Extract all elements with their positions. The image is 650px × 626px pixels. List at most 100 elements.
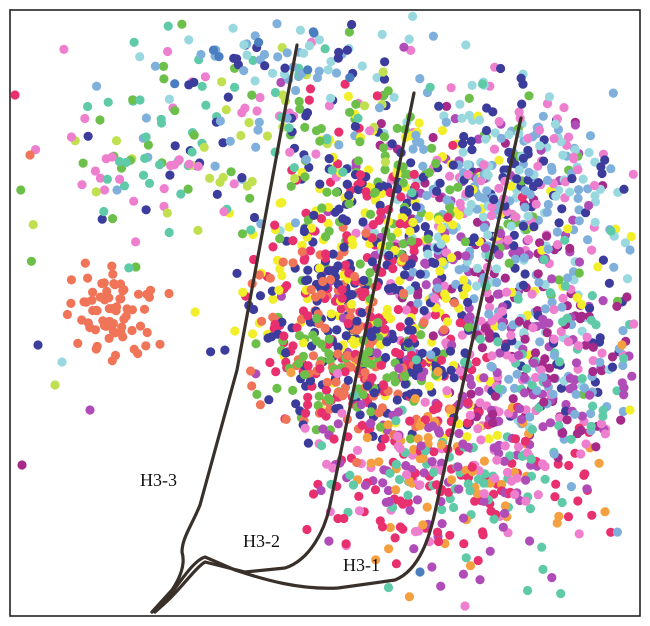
event-point bbox=[525, 536, 535, 546]
event-point bbox=[176, 189, 186, 199]
event-point bbox=[159, 74, 169, 84]
event-point bbox=[586, 408, 596, 419]
event-point bbox=[288, 258, 298, 268]
event-point bbox=[371, 555, 381, 565]
event-point bbox=[150, 61, 160, 71]
event-point bbox=[276, 77, 286, 88]
event-point bbox=[578, 174, 588, 184]
event-point bbox=[496, 228, 506, 239]
event-point bbox=[547, 165, 557, 175]
event-point bbox=[245, 193, 255, 203]
event-point bbox=[299, 255, 309, 265]
event-point bbox=[491, 264, 502, 274]
event-point bbox=[520, 436, 531, 446]
event-point bbox=[551, 479, 561, 489]
event-point bbox=[600, 507, 610, 517]
event-point bbox=[252, 106, 262, 116]
event-point bbox=[556, 327, 566, 337]
event-point bbox=[357, 61, 367, 71]
event-point bbox=[470, 496, 480, 506]
event-point bbox=[513, 294, 523, 304]
event-point bbox=[388, 334, 398, 344]
event-point bbox=[430, 310, 440, 320]
event-point bbox=[454, 484, 464, 494]
event-point bbox=[494, 117, 504, 127]
event-point bbox=[420, 258, 430, 268]
event-point bbox=[212, 189, 222, 199]
event-point bbox=[464, 110, 474, 120]
event-point bbox=[375, 422, 386, 432]
well-label-h3-3: H3-3 bbox=[140, 470, 177, 490]
event-point bbox=[164, 288, 174, 299]
event-point bbox=[183, 184, 193, 194]
event-point bbox=[622, 292, 632, 302]
event-point bbox=[333, 159, 343, 169]
event-point bbox=[286, 181, 296, 191]
event-point bbox=[164, 227, 174, 238]
event-point bbox=[462, 418, 472, 428]
event-point bbox=[508, 394, 518, 404]
event-point bbox=[141, 113, 151, 123]
event-point bbox=[338, 167, 348, 177]
event-point bbox=[395, 219, 405, 229]
event-point bbox=[217, 77, 227, 87]
event-point bbox=[116, 327, 126, 337]
event-point bbox=[600, 155, 610, 165]
event-point bbox=[337, 293, 347, 303]
event-point bbox=[236, 130, 246, 141]
event-point bbox=[547, 274, 557, 284]
event-point bbox=[100, 295, 110, 305]
event-point bbox=[433, 536, 444, 547]
event-point bbox=[525, 504, 536, 514]
event-point bbox=[315, 136, 325, 146]
event-point bbox=[317, 408, 327, 418]
event-point bbox=[463, 297, 473, 307]
event-point bbox=[214, 52, 224, 62]
event-point bbox=[351, 228, 361, 238]
event-point bbox=[297, 247, 307, 257]
event-point bbox=[550, 119, 561, 129]
event-point bbox=[318, 276, 328, 287]
well-label-h3-1: H3-1 bbox=[343, 555, 380, 575]
event-point bbox=[435, 266, 445, 276]
event-point bbox=[400, 379, 410, 389]
event-point bbox=[554, 275, 564, 285]
event-point bbox=[464, 93, 474, 103]
event-point bbox=[271, 367, 281, 377]
event-point bbox=[314, 66, 324, 76]
event-point bbox=[538, 459, 548, 469]
event-point bbox=[445, 202, 455, 212]
event-point bbox=[571, 358, 582, 368]
event-point bbox=[129, 37, 139, 47]
event-point bbox=[519, 253, 529, 263]
event-point bbox=[474, 115, 485, 125]
event-point bbox=[428, 31, 438, 41]
event-point bbox=[480, 323, 490, 333]
event-point bbox=[496, 133, 506, 143]
event-point bbox=[626, 231, 636, 242]
event-point bbox=[533, 490, 543, 500]
event-point bbox=[461, 251, 471, 261]
event-point bbox=[475, 334, 485, 344]
event-point bbox=[506, 476, 517, 486]
event-point bbox=[350, 121, 360, 131]
event-point bbox=[415, 137, 425, 148]
event-point bbox=[281, 414, 291, 424]
event-point bbox=[315, 364, 325, 374]
event-point bbox=[498, 522, 508, 532]
event-point bbox=[415, 480, 425, 490]
event-point bbox=[543, 244, 553, 254]
event-point bbox=[473, 555, 483, 566]
event-point bbox=[515, 404, 525, 414]
event-point bbox=[300, 370, 310, 380]
event-point bbox=[516, 73, 526, 83]
event-point bbox=[315, 263, 325, 273]
event-point bbox=[294, 330, 305, 341]
event-point bbox=[581, 340, 591, 350]
event-point bbox=[628, 169, 638, 179]
event-point bbox=[576, 449, 586, 459]
event-point bbox=[451, 279, 461, 289]
event-point bbox=[463, 169, 473, 180]
event-point bbox=[129, 196, 139, 206]
event-point bbox=[462, 283, 472, 293]
